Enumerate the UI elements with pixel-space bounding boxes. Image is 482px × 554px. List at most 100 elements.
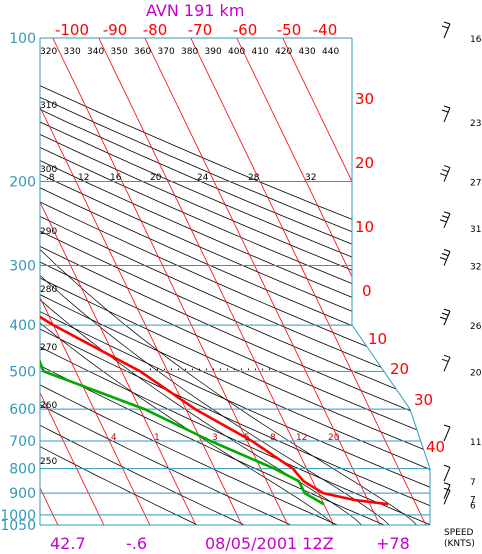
wind-barb [441, 354, 451, 372]
top-temp-label: -100 [55, 21, 89, 39]
isotherms [0, 38, 430, 525]
moist-adiabat [40, 181, 335, 525]
wind-speed-label: 6 [470, 501, 476, 511]
wind-speed-label: 20 [470, 368, 482, 378]
isotherm [0, 38, 12, 525]
barb-flag [441, 215, 449, 219]
pressure-label-600: 600 [9, 402, 36, 418]
dry-adiabat [40, 38, 430, 525]
theta-label: 400 [228, 47, 245, 57]
dry-adiabat [40, 38, 430, 525]
pressure-label-300: 300 [9, 259, 36, 275]
wind-speed-label: 11 [470, 438, 481, 448]
mixing-ratio-label: 12 [296, 433, 307, 443]
dry-adiabat [40, 38, 430, 525]
wind-barb [439, 165, 451, 182]
right-temp-label: 30 [414, 391, 433, 409]
dry-adiabat [40, 38, 430, 525]
barb-flag [443, 464, 451, 468]
mixing-ratio-label: 3 [212, 433, 218, 443]
isotherm [98, 38, 335, 525]
wind-barb [439, 308, 451, 326]
mixing-ratio-label: 1 [154, 433, 160, 443]
barb-staff [443, 107, 451, 123]
right-temp-label: 10 [355, 218, 374, 236]
barb-flag [443, 211, 451, 215]
barb-staff [443, 484, 451, 499]
footer-datetime: 08/05/2001 12Z [205, 534, 334, 553]
right-temp-label: 20 [355, 154, 374, 172]
barb-flag [443, 482, 451, 486]
isotherm [40, 38, 197, 525]
theta-label: 320 [40, 47, 57, 57]
wind-barb [443, 482, 451, 499]
barb-flag [443, 249, 451, 253]
right-temp-label: 30 [355, 90, 374, 108]
right-temp-label: 0 [362, 282, 372, 300]
theta-label: 250 [40, 457, 57, 467]
wind-barb [443, 424, 451, 442]
pressure-label-1000: 1000 [0, 508, 36, 524]
mixing-ratio-label: 28 [248, 173, 260, 183]
dry-adiabat [40, 38, 291, 525]
top-temp-label: -90 [103, 21, 128, 39]
pressure-label-700: 700 [9, 434, 36, 450]
mixing-ratio-label: .8 [46, 173, 55, 183]
barb-flag [443, 308, 451, 312]
theta-label: 280 [40, 285, 57, 295]
footer-mid-value: -.6 [126, 534, 147, 553]
barb-staff [443, 251, 451, 266]
barb-flag [441, 312, 449, 316]
barb-flag [443, 165, 451, 169]
barb-flag [443, 105, 451, 109]
theta-label: 330 [64, 47, 81, 57]
right-temp-label: 10 [368, 330, 387, 348]
barb-staff [443, 213, 451, 228]
barb-staff [443, 357, 451, 372]
isotherm [40, 38, 151, 525]
moist-adiabat [40, 181, 417, 525]
theta-label: 370 [158, 47, 175, 57]
barb-flag [439, 173, 447, 177]
sounding-series [40, 38, 389, 506]
barb-flag [441, 109, 449, 113]
right-temp-label: 20 [390, 360, 409, 378]
theta-label: 350 [111, 47, 128, 57]
theta-label: 420 [275, 47, 292, 57]
dry-adiabat [40, 38, 430, 525]
mixing-ratio-label: 5 [244, 433, 250, 443]
wind-speed-label: 31 [470, 225, 481, 235]
dry-adiabat [40, 38, 430, 525]
wind-barb [439, 211, 451, 228]
theta-label: 310 [40, 101, 57, 111]
barb-flag [439, 316, 447, 320]
wind-barb [443, 487, 451, 505]
barb-staff [443, 467, 451, 482]
footer-left-value: 42.7 [50, 534, 86, 553]
theta-label: 260 [40, 401, 57, 411]
wind-barb [439, 249, 451, 266]
isotherm [40, 38, 59, 525]
moist-adiabat [40, 181, 362, 525]
dewpoint-line [40, 264, 325, 506]
top-temp-label: -60 [233, 21, 258, 39]
isotherm [40, 38, 105, 525]
barb-flag [441, 169, 449, 173]
mixing-ratio-label: 12 [78, 173, 89, 183]
dry-adiabat [40, 38, 430, 525]
mixing-ratio-label: .4 [108, 433, 117, 443]
barb-flag [443, 21, 451, 25]
barb-flag [441, 358, 449, 362]
dry-adiabat [40, 38, 198, 525]
speed-label: SPEED [444, 528, 474, 538]
barb-flag [441, 25, 449, 29]
isotherm [190, 38, 427, 525]
barb-staff [443, 426, 451, 442]
wind-speed-label: 26 [470, 322, 482, 332]
isotherm [40, 38, 243, 525]
theta-label: 390 [205, 47, 222, 57]
barb-flag [443, 354, 451, 358]
top-temp-label: -50 [277, 21, 302, 39]
right-temp-label: 40 [426, 438, 445, 456]
